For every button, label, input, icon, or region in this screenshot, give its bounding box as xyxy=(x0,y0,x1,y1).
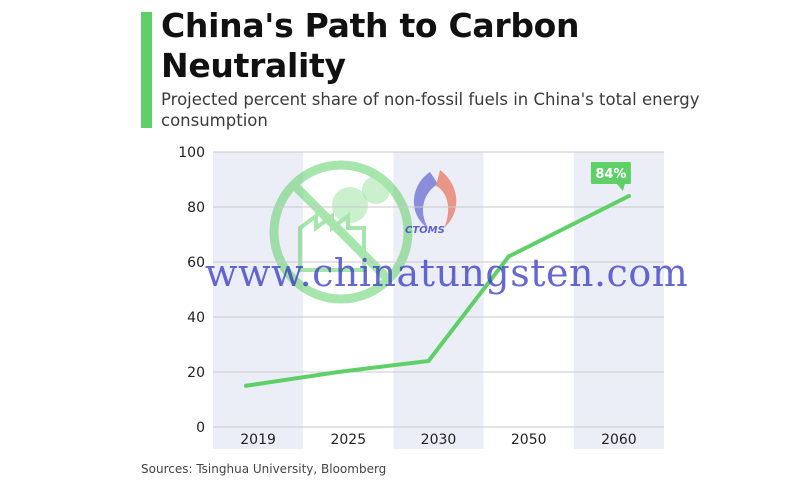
prohibition-slash-icon xyxy=(290,181,392,283)
watermark-logo xyxy=(269,160,457,304)
x-category-label: 2019 xyxy=(240,432,276,448)
data-point xyxy=(506,254,511,259)
data-point xyxy=(244,383,249,388)
y-tick-label: 20 xyxy=(187,365,205,381)
chart-title: China's Path to Carbon Neutrality xyxy=(161,6,580,85)
column-band xyxy=(573,152,664,449)
y-tick-label: 80 xyxy=(187,200,205,216)
x-category-label: 2060 xyxy=(601,432,637,448)
prohibition-circle-icon xyxy=(269,160,413,304)
x-category-label: 2025 xyxy=(330,432,366,448)
y-tick-label: 40 xyxy=(187,310,205,326)
watermark-text: www.chinatungsten.com xyxy=(205,251,689,295)
x-axis-labels: 2019 2025 2030 2050 2060 xyxy=(240,432,636,448)
y-tick-label: 60 xyxy=(187,255,205,271)
y-axis-ticks: 0 20 40 60 80 100 xyxy=(178,145,205,436)
factory-icon xyxy=(298,212,366,272)
title-accent-bar xyxy=(141,12,152,128)
y-tick-label: 100 xyxy=(178,145,205,161)
source-note: Sources: Tsinghua University, Bloomberg xyxy=(141,462,387,476)
data-point xyxy=(626,194,631,198)
watermark-logo-text: CTOMS xyxy=(405,225,445,236)
ctoms-flame-left-icon xyxy=(413,172,438,228)
callout-label: 84% xyxy=(595,167,626,182)
chart-subtitle: Projected percent share of non-fossil fu… xyxy=(161,90,700,130)
smoke-cloud-icon xyxy=(332,187,368,223)
column-bands xyxy=(213,152,664,449)
x-category-label: 2050 xyxy=(511,432,547,448)
data-point xyxy=(426,359,431,363)
x-category-label: 2030 xyxy=(421,432,457,448)
ctoms-flame-right-icon xyxy=(436,170,457,228)
gridlines xyxy=(213,151,664,428)
value-callout: 84% xyxy=(590,162,631,191)
data-point xyxy=(336,370,341,374)
column-band xyxy=(393,152,484,449)
data-points xyxy=(244,194,631,388)
column-band xyxy=(213,152,304,449)
callout-box xyxy=(590,162,631,184)
callout-pointer xyxy=(616,184,625,191)
y-tick-label: 0 xyxy=(196,420,205,436)
